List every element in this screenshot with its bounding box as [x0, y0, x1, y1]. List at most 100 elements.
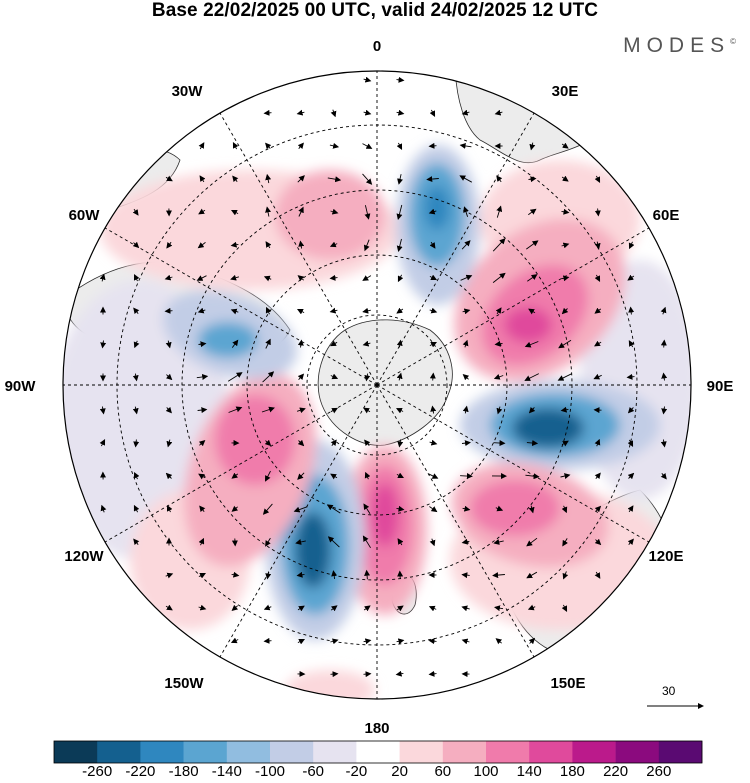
wind-vector [265, 571, 272, 580]
meridians [63, 71, 691, 699]
wind-vector [594, 472, 601, 480]
pos-anomaly-170e-peak [371, 483, 399, 547]
wind-vector [198, 440, 206, 447]
wind-vector [330, 638, 339, 645]
wind-vector [492, 572, 505, 579]
colorbar-tick-label: 180 [559, 763, 585, 780]
lon-label-90e: 90E [707, 378, 734, 395]
wind-vector [594, 340, 602, 347]
colorbar-swatch [486, 741, 530, 763]
wind-vector [362, 340, 371, 347]
wind-vector [364, 471, 371, 480]
wind-vector [363, 76, 372, 83]
wind-vector [165, 373, 173, 381]
wind-vector [561, 208, 570, 215]
lon-label-0: 0 [373, 38, 381, 55]
wind-vector [330, 373, 339, 380]
wind-vector [133, 471, 140, 480]
wind-vector [164, 274, 173, 281]
wind-vector [558, 339, 572, 349]
reference-vector-label: 30 [662, 684, 676, 698]
wind-vector [196, 275, 207, 281]
wind-vector [426, 176, 439, 183]
colorbar [53, 740, 703, 764]
wind-vector [132, 373, 139, 382]
wind-vector [164, 307, 173, 314]
wind-vector [364, 373, 371, 382]
colorbar-swatch [183, 741, 228, 763]
wind-vector [627, 505, 634, 513]
wind-vector [362, 143, 373, 149]
wind-vector [594, 438, 601, 447]
map-title: Base 22/02/2025 00 UTC, valid 24/02/2025… [151, 0, 599, 21]
wind-vector [594, 208, 601, 217]
longitude-labels: 0 30E 60E 90E 120E 150E 180 150W 120W 90… [5, 38, 734, 737]
wind-vector [396, 142, 403, 150]
wind-vector [525, 473, 540, 480]
wind-vector [430, 405, 437, 414]
wind-vector [263, 275, 272, 282]
wind-vector [363, 638, 372, 645]
wind-vector [198, 208, 206, 215]
wind-vector [132, 241, 140, 249]
wind-vector [495, 505, 504, 512]
wind-vector [297, 472, 305, 480]
wind-vector [231, 505, 239, 512]
wind-vector [133, 273, 140, 282]
meridian-line [376, 384, 535, 658]
wind-vector [265, 241, 272, 249]
wind-vector [528, 406, 536, 414]
wind-vector [396, 472, 404, 479]
wind-vector [298, 240, 305, 249]
colorbar-tick-label: 100 [473, 763, 499, 780]
wind-vector [397, 274, 404, 283]
wind-vectors [99, 76, 668, 678]
wind-vector [265, 142, 272, 150]
wind-vector [496, 175, 503, 183]
pos-anomaly-45e-peak [504, 307, 552, 343]
wind-vector [363, 239, 370, 252]
latitude-ring [246, 254, 508, 516]
wind-vector [459, 142, 472, 149]
wind-vector [100, 504, 107, 513]
wind-vector [462, 339, 469, 348]
lon-label-180: 180 [364, 720, 389, 737]
wind-vector [99, 406, 106, 415]
wind-vector [265, 470, 271, 482]
wind-vector [364, 205, 371, 220]
lon-label-60e: 60E [653, 207, 680, 224]
wind-vector [296, 109, 305, 116]
wind-vector [133, 340, 140, 349]
wind-vector [327, 536, 340, 548]
wind-vector [561, 175, 569, 182]
wind-vector [330, 605, 338, 612]
wind-vector [557, 373, 572, 381]
colorbar-tick-label: 140 [516, 763, 542, 780]
wind-vector [165, 406, 172, 414]
wind-vector [330, 473, 338, 480]
meridian-line [104, 227, 378, 386]
graticule [63, 71, 691, 699]
wind-vector [230, 637, 239, 644]
wind-vector [265, 206, 272, 217]
wind-vector [428, 473, 439, 479]
wind-vector [198, 604, 207, 611]
wind-vector [561, 275, 570, 282]
wind-vector [396, 109, 405, 116]
wind-vector [297, 638, 305, 645]
wind-vector [461, 638, 470, 645]
wind-vector [593, 373, 602, 380]
meridian-line [219, 384, 378, 658]
wind-vector [364, 569, 371, 580]
colorbar-tick-label: 60 [434, 763, 452, 780]
colorbar-tick-label: -260 [82, 763, 113, 780]
lon-label-120w: 120W [64, 548, 104, 565]
wind-vector [227, 372, 243, 382]
wind-vector [429, 439, 438, 446]
meridian-line [376, 112, 535, 386]
colorbar-frame [53, 740, 703, 764]
wind-vector [627, 538, 634, 546]
wind-vector [231, 472, 239, 479]
colorbar-swatch [399, 741, 444, 763]
